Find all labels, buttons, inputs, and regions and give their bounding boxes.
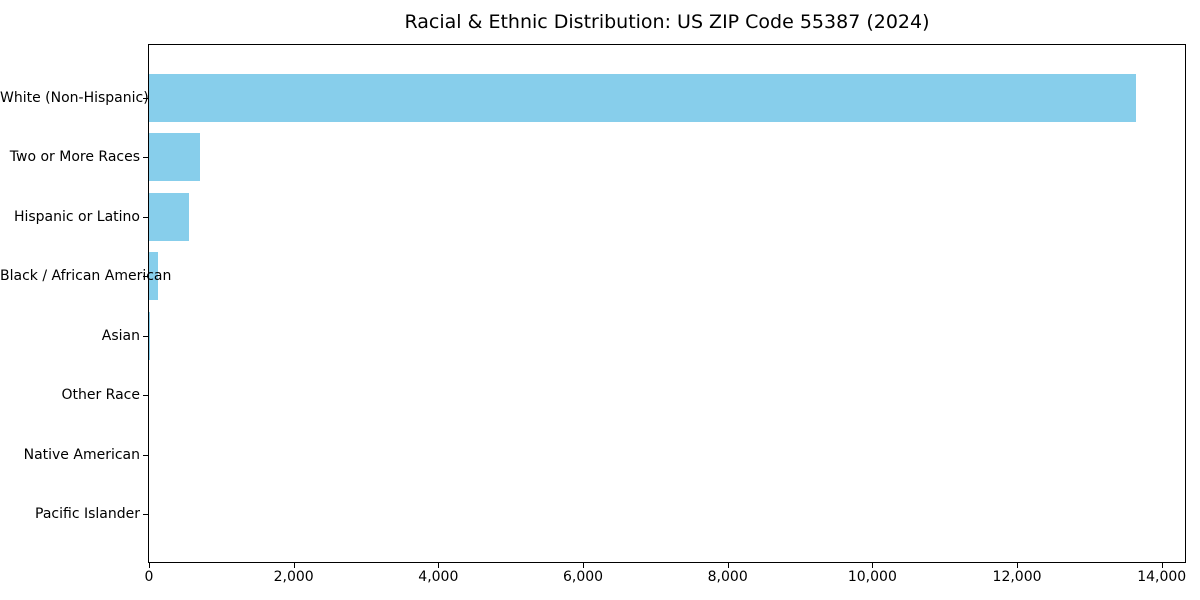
y-tick-label: Native American <box>23 446 140 463</box>
y-tick-mark <box>143 97 148 99</box>
x-tick-mark <box>583 563 585 568</box>
y-tick-mark <box>143 514 148 515</box>
y-tick-mark <box>143 395 148 396</box>
x-tick-mark <box>149 563 150 568</box>
y-tick-mark <box>143 335 148 337</box>
y-tick-mark <box>143 276 148 277</box>
x-tick-label: 6,000 <box>562 569 604 585</box>
bar-hispanic-or-latino <box>149 192 189 241</box>
bar-asian <box>149 311 151 360</box>
x-tick-label: 10,000 <box>847 569 897 585</box>
y-tick-label: Asian <box>101 327 140 344</box>
y-tick-mark <box>143 454 148 456</box>
x-tick-mark <box>1017 563 1019 568</box>
y-tick-label: Other Race <box>61 387 140 403</box>
x-tick-mark <box>293 563 295 568</box>
bar-white-non-hispanic <box>149 73 1136 122</box>
y-tick-label: Two or More Races <box>9 149 140 165</box>
y-tick-label: White (Non-Hispanic) <box>0 89 149 106</box>
x-tick-label: 2,000 <box>273 569 314 585</box>
y-tick-mark <box>143 157 148 158</box>
y-tick-label: Hispanic or Latino <box>13 208 140 225</box>
x-tick-mark <box>872 563 874 568</box>
x-tick-label: 14,000 <box>1137 569 1187 585</box>
y-tick-mark <box>143 216 148 218</box>
bar-black-african-american <box>149 252 158 300</box>
x-tick-mark <box>438 563 440 568</box>
plot-area <box>148 44 1186 563</box>
x-tick-label: 4,000 <box>418 569 459 585</box>
x-tick-label: 8,000 <box>707 569 748 585</box>
x-tick-mark <box>727 563 729 568</box>
bar-two-or-more-races <box>149 133 200 181</box>
x-tick-label: 0 <box>144 569 154 585</box>
y-tick-label: Pacific Islander <box>35 506 140 522</box>
x-tick-mark <box>1161 563 1163 568</box>
chart-title: Racial & Ethnic Distribution: US ZIP Cod… <box>404 11 930 33</box>
y-tick-label: Black / African American <box>0 268 172 284</box>
x-tick-label: 12,000 <box>992 569 1042 585</box>
